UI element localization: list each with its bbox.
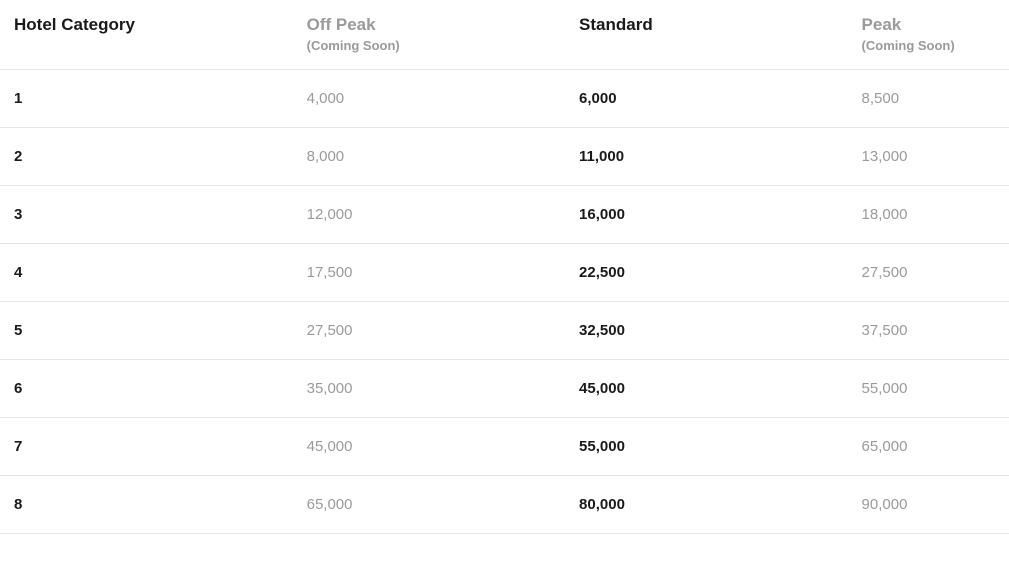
- column-title: Hotel Category: [14, 14, 281, 36]
- cell-peak: 18,000: [848, 185, 1009, 243]
- table-row: 4 17,500 22,500 27,500: [0, 243, 1009, 301]
- cell-hotel-category: 6: [0, 359, 293, 417]
- cell-hotel-category: 2: [0, 127, 293, 185]
- cell-peak: 65,000: [848, 417, 1009, 475]
- cell-standard: 55,000: [565, 417, 848, 475]
- cell-peak: 27,500: [848, 243, 1009, 301]
- cell-off-peak: 27,500: [293, 301, 565, 359]
- column-subtitle: (Coming Soon): [307, 38, 553, 55]
- table-row: 1 4,000 6,000 8,500: [0, 69, 1009, 127]
- cell-off-peak: 4,000: [293, 69, 565, 127]
- column-title: Standard: [579, 14, 836, 36]
- cell-hotel-category: 1: [0, 69, 293, 127]
- cell-peak: 8,500: [848, 69, 1009, 127]
- cell-hotel-category: 4: [0, 243, 293, 301]
- cell-standard: 32,500: [565, 301, 848, 359]
- cell-off-peak: 8,000: [293, 127, 565, 185]
- table-row: 6 35,000 45,000 55,000: [0, 359, 1009, 417]
- table-body: 1 4,000 6,000 8,500 2 8,000 11,000 13,00…: [0, 69, 1009, 533]
- cell-off-peak: 65,000: [293, 475, 565, 533]
- cell-off-peak: 35,000: [293, 359, 565, 417]
- cell-hotel-category: 5: [0, 301, 293, 359]
- cell-peak: 55,000: [848, 359, 1009, 417]
- column-header-off-peak: Off Peak (Coming Soon): [293, 0, 565, 69]
- cell-standard: 11,000: [565, 127, 848, 185]
- cell-standard: 22,500: [565, 243, 848, 301]
- cell-off-peak: 45,000: [293, 417, 565, 475]
- cell-off-peak: 12,000: [293, 185, 565, 243]
- table-row: 5 27,500 32,500 37,500: [0, 301, 1009, 359]
- cell-standard: 80,000: [565, 475, 848, 533]
- column-title: Peak: [862, 14, 997, 36]
- cell-hotel-category: 3: [0, 185, 293, 243]
- column-header-hotel-category: Hotel Category: [0, 0, 293, 69]
- hotel-category-points-table: Hotel Category Off Peak (Coming Soon) St…: [0, 0, 1009, 534]
- column-title: Off Peak: [307, 14, 553, 36]
- cell-hotel-category: 7: [0, 417, 293, 475]
- column-header-standard: Standard: [565, 0, 848, 69]
- table-header-row: Hotel Category Off Peak (Coming Soon) St…: [0, 0, 1009, 69]
- cell-standard: 6,000: [565, 69, 848, 127]
- cell-peak: 90,000: [848, 475, 1009, 533]
- cell-standard: 16,000: [565, 185, 848, 243]
- table-row: 8 65,000 80,000 90,000: [0, 475, 1009, 533]
- column-header-peak: Peak (Coming Soon): [848, 0, 1009, 69]
- cell-peak: 37,500: [848, 301, 1009, 359]
- table-row: 2 8,000 11,000 13,000: [0, 127, 1009, 185]
- cell-standard: 45,000: [565, 359, 848, 417]
- table-row: 3 12,000 16,000 18,000: [0, 185, 1009, 243]
- cell-hotel-category: 8: [0, 475, 293, 533]
- table-row: 7 45,000 55,000 65,000: [0, 417, 1009, 475]
- column-subtitle: (Coming Soon): [862, 38, 997, 55]
- cell-peak: 13,000: [848, 127, 1009, 185]
- cell-off-peak: 17,500: [293, 243, 565, 301]
